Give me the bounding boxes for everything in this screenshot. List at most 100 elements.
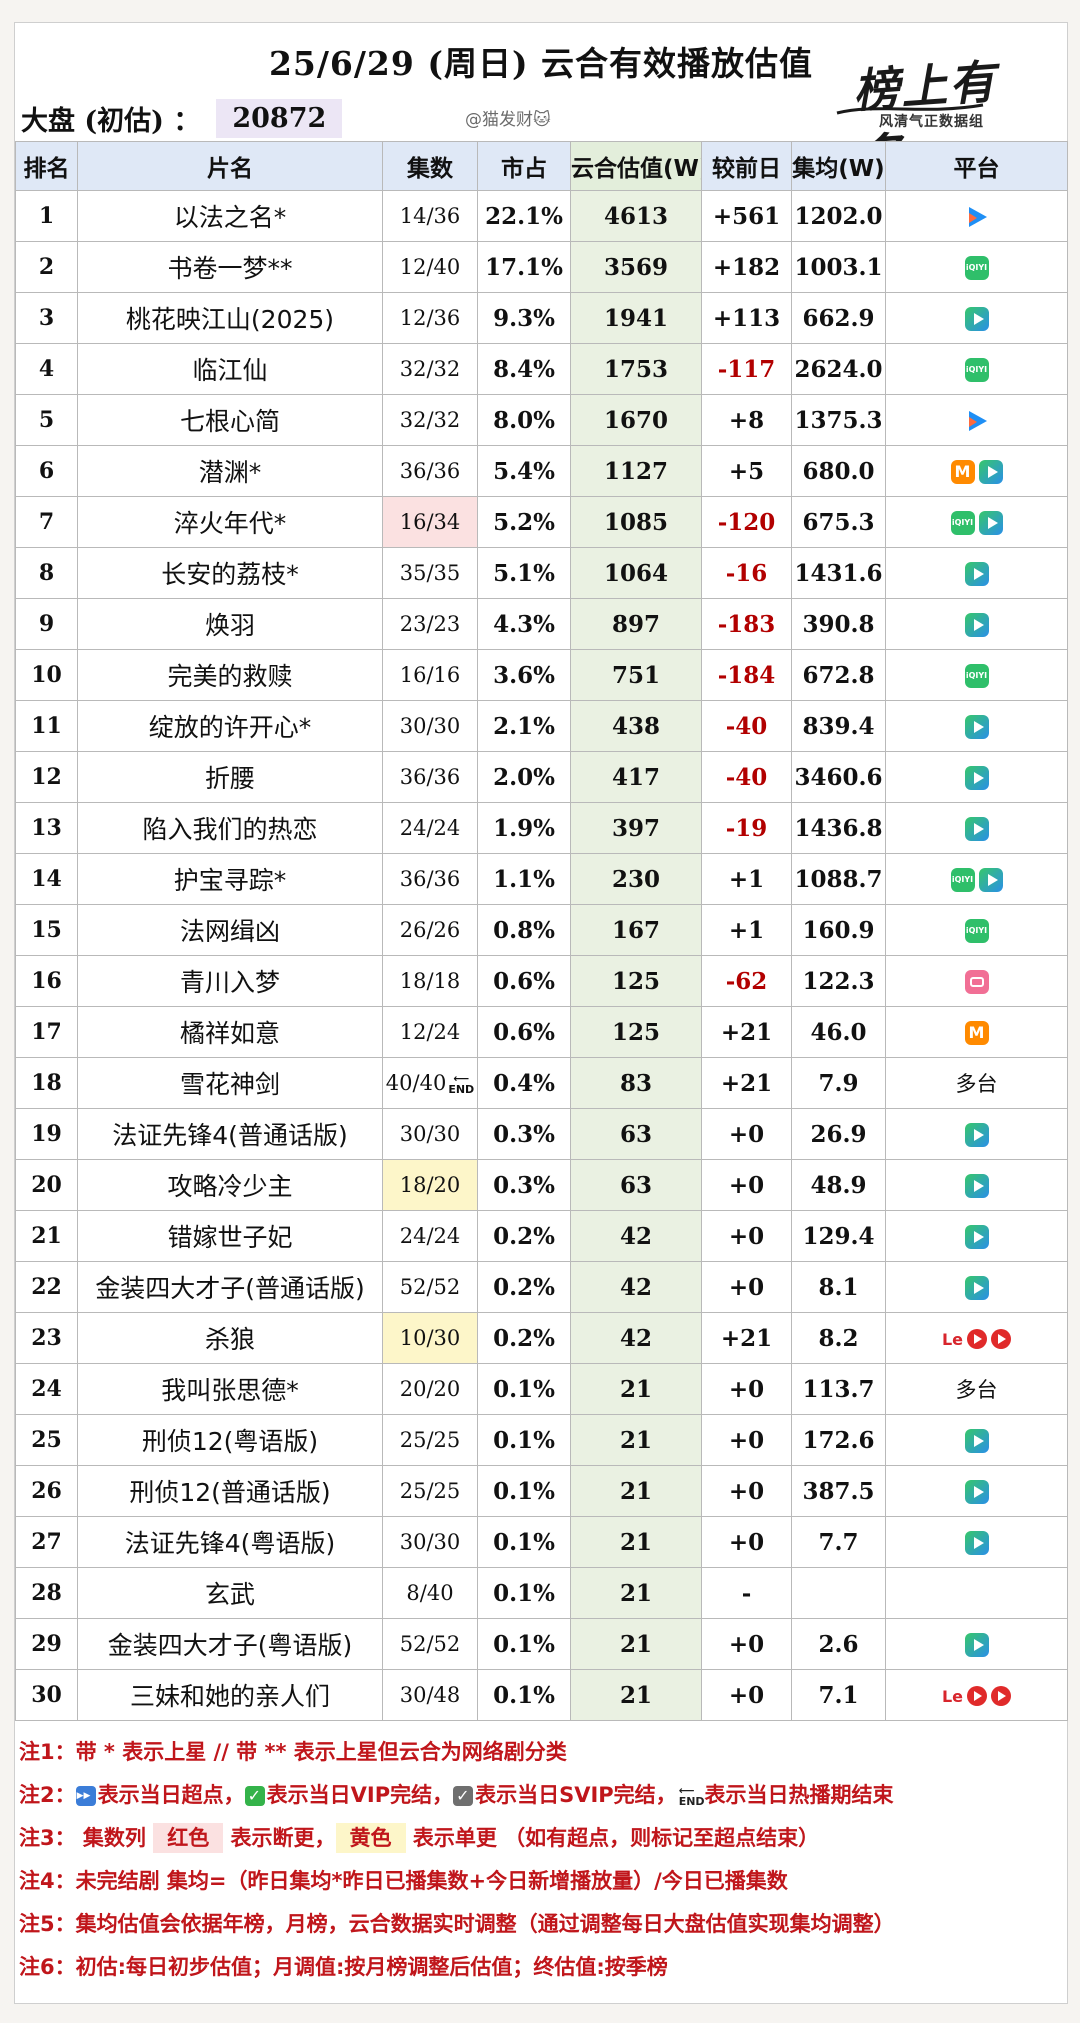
rank-cell-text: 2 <box>38 254 55 280</box>
yunhe-value-cell: 42 <box>570 1210 702 1262</box>
title-cell-text: 玄武 <box>204 1580 255 1609</box>
platform-cell: iQIYI <box>885 496 1068 548</box>
title-cell-text: 书卷一梦** <box>167 254 293 283</box>
title-cell-text: 橘祥如意 <box>179 1019 280 1048</box>
rank-cell-text: 15 <box>31 917 62 943</box>
title-cell: 潜渊* <box>77 445 383 497</box>
average-cell-text: 7.7 <box>818 1528 859 1556</box>
title-cell-text: 刑侦12(普通话版) <box>129 1478 331 1507</box>
episodes-cell-text: 35/35 <box>399 561 461 585</box>
table-row: 7 淬火年代* 16/34 5.2% 1085 -120 675.3 iQIYI <box>15 496 1068 548</box>
rank-cell-text: 24 <box>31 1376 62 1402</box>
average-cell: 680.0 <box>791 445 886 497</box>
mango-tv-icon: M <box>950 459 975 484</box>
col-average: 集均(W) <box>791 141 886 191</box>
change-cell-text: +0 <box>728 1630 765 1658</box>
platform-cell: M <box>885 1006 1068 1058</box>
change-cell-text: +21 <box>720 1324 773 1352</box>
platform-cell <box>885 1516 1068 1568</box>
tencent-video-icon <box>964 1632 989 1657</box>
title-cell-text: 法网缉凶 <box>179 917 280 946</box>
yunhe-value-cell: 21 <box>570 1618 702 1670</box>
yunhe-value-cell: 1064 <box>570 547 702 599</box>
red-play-icon <box>967 1686 988 1706</box>
rank-cell: 24 <box>15 1363 78 1415</box>
average-cell: 7.1 <box>791 1669 886 1721</box>
rank-cell: 18 <box>15 1057 78 1109</box>
rank-cell-text: 27 <box>31 1529 62 1555</box>
episodes-cell: 23/23 <box>382 598 478 650</box>
average-cell-text: 2624.0 <box>794 355 883 383</box>
rank-cell-text: 4 <box>38 356 55 382</box>
share-cell: 0.3% <box>477 1108 571 1160</box>
episodes-cell-text: 12/24 <box>399 1020 461 1044</box>
rank-cell: 9 <box>15 598 78 650</box>
rank-cell-text: 18 <box>31 1070 62 1096</box>
change-cell-text: +8 <box>728 406 765 434</box>
rank-cell: 25 <box>15 1414 78 1466</box>
rank-cell-text: 7 <box>38 509 55 535</box>
average-cell-text: 662.9 <box>802 304 875 332</box>
title-cell: 橘祥如意 <box>77 1006 383 1058</box>
average-cell: 122.3 <box>791 955 886 1007</box>
change-cell-text: +0 <box>728 1528 765 1556</box>
rank-cell: 20 <box>15 1159 78 1211</box>
change-cell-text: -184 <box>717 661 776 689</box>
platform-cell <box>885 955 1068 1007</box>
change-cell: +0 <box>701 1669 792 1721</box>
episodes-cell: 16/16 <box>382 649 478 701</box>
average-cell-text: 129.4 <box>802 1222 875 1250</box>
share-cell-text: 0.1% <box>493 1375 555 1403</box>
table-row: 4 临江仙 32/32 8.4% 1753 -117 2624.0 iQIYI <box>15 343 1068 395</box>
rank-cell-text: 13 <box>31 815 62 841</box>
title-cell-text: 七根心简 <box>179 407 280 436</box>
title-cell-text: 雪花神剑 <box>179 1070 280 1099</box>
yunhe-value-cell-text: 230 <box>611 865 660 893</box>
platform-cell <box>885 1210 1068 1262</box>
average-cell: 839.4 <box>791 700 886 752</box>
episodes-cell-text: 32/32 <box>399 408 461 432</box>
episodes-cell-text: 32/32 <box>399 357 461 381</box>
title-cell: 杀狼 <box>77 1312 383 1364</box>
episodes-cell-text: 20/20 <box>399 1377 461 1401</box>
title-cell-text: 以法之名* <box>173 203 287 232</box>
episodes-cell: 52/52 <box>382 1618 478 1670</box>
rank-cell-text: 10 <box>31 662 62 688</box>
tencent-video-icon <box>978 867 1003 892</box>
title-cell: 淬火年代* <box>77 496 383 548</box>
episodes-cell: 24/24 <box>382 1210 478 1262</box>
episodes-cell: 30/48 <box>382 1669 478 1721</box>
average-cell-text: 7.9 <box>818 1069 859 1097</box>
yunhe-value-cell: 63 <box>570 1108 702 1160</box>
share-cell-text: 8.0% <box>493 406 555 434</box>
share-cell-text: 0.1% <box>493 1681 555 1709</box>
rank-cell-text: 29 <box>31 1631 62 1657</box>
share-cell-text: 9.3% <box>493 304 555 332</box>
change-cell-text: -40 <box>725 712 768 740</box>
episodes-cell-text: 16/16 <box>399 663 461 687</box>
table-row: 19 法证先锋4(普通话版) 30/30 0.3% 63 +0 26.9 <box>15 1108 1068 1160</box>
red-play-icon <box>991 1686 1012 1706</box>
yunhe-value-cell: 1085 <box>570 496 702 548</box>
change-cell: +0 <box>701 1465 792 1517</box>
table-row: 6 潜渊* 36/36 5.4% 1127 +5 680.0 M <box>15 445 1068 497</box>
title-cell-text: 绽放的许开心* <box>148 713 312 742</box>
rank-cell: 21 <box>15 1210 78 1262</box>
change-cell-text: -117 <box>717 355 776 383</box>
change-cell: -40 <box>701 751 792 803</box>
change-cell-text: -120 <box>717 508 776 536</box>
yunhe-value-cell: 897 <box>570 598 702 650</box>
change-cell: +0 <box>701 1363 792 1415</box>
average-cell-text: 2.6 <box>818 1630 859 1658</box>
change-cell: -16 <box>701 547 792 599</box>
average-cell: 46.0 <box>791 1006 886 1058</box>
note-2-d: 表示当日热播期结束 <box>704 1783 894 1807</box>
platform-cell <box>885 751 1068 803</box>
share-cell: 0.1% <box>477 1414 571 1466</box>
episodes-cell: 35/35 <box>382 547 478 599</box>
average-cell-text: 387.5 <box>802 1477 875 1505</box>
red-play-icon <box>991 1329 1012 1349</box>
yunhe-value-cell-text: 21 <box>619 1375 652 1403</box>
change-cell-text: +0 <box>728 1222 765 1250</box>
rank-cell: 15 <box>15 904 78 956</box>
